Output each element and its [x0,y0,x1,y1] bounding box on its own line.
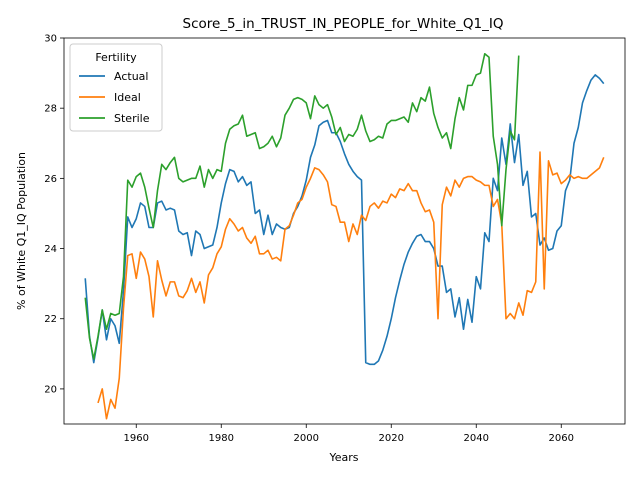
x-tick-label: 2060 [549,433,574,444]
series-line-sterile [84,52,520,360]
series-lines [84,52,605,420]
y-tick-label: 22 [44,314,57,325]
y-tick-label: 28 [44,104,57,115]
y-tick-label: 20 [44,384,57,395]
plot-frame [63,37,626,425]
legend-box [69,43,163,132]
x-tick-label: 1960 [124,433,149,444]
x-tick-label: 2040 [464,433,489,444]
y-axis-label: % of White Q1_IQ Population [15,152,28,310]
y-axis: 20 22 24 26 28 30 [44,34,64,395]
series-line-ideal [97,151,605,420]
legend-label-sterile: Sterile [114,112,150,125]
x-axis-label: Years [328,451,358,464]
chart-title: Score_5_in_TRUST_IN_PEOPLE_for_White_Q1_… [183,16,504,32]
legend-label-ideal: Ideal [114,91,141,104]
x-tick-label: 1980 [209,433,234,444]
series-line-actual [84,74,605,366]
y-tick-label: 26 [44,174,57,185]
legend: Fertility Actual Ideal Sterile [69,43,163,132]
x-tick-label: 2000 [294,433,319,444]
x-tick-label: 2020 [379,433,404,444]
y-tick-label: 30 [44,34,57,45]
y-tick-label: 24 [44,244,57,255]
legend-title: Fertility [95,51,137,64]
x-axis: 1960 1980 2000 2020 2040 2060 [124,424,574,444]
legend-label-actual: Actual [114,70,148,83]
